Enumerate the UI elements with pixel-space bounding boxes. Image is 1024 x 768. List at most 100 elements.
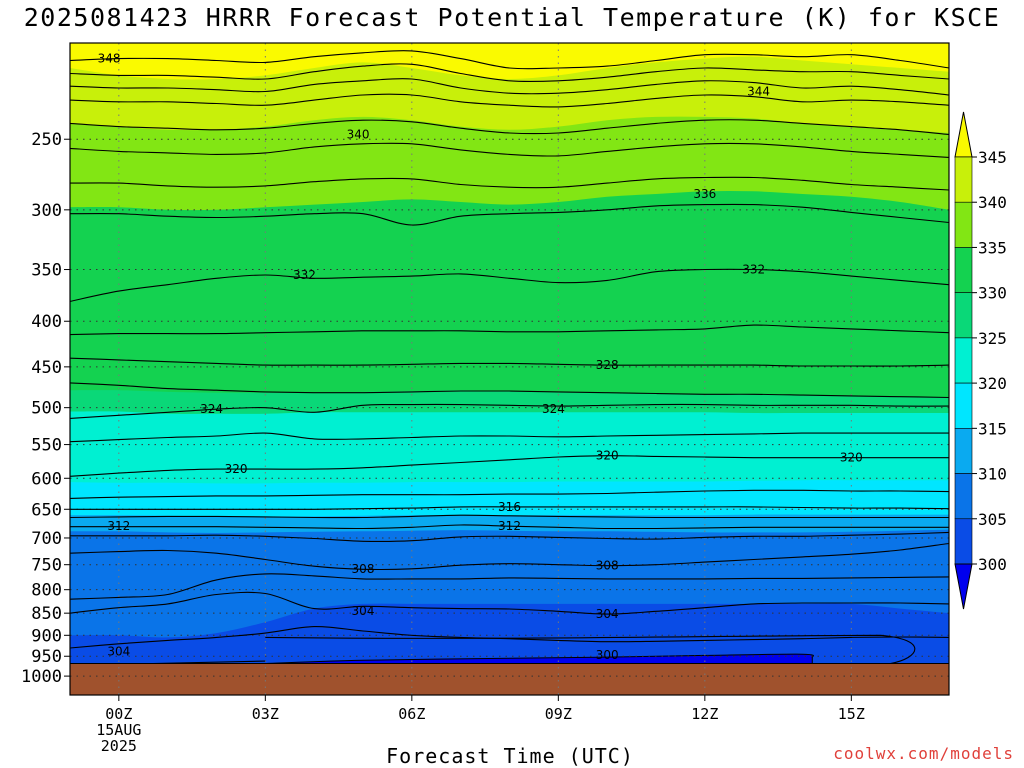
contour-line-316: [70, 506, 949, 510]
contour-line-330: [70, 324, 949, 336]
colorbar-label-325: 325: [978, 329, 1007, 348]
contour-line-334: [70, 203, 949, 226]
contour-line-346: [70, 63, 949, 83]
x-tick-label-03Z: 03Z: [252, 705, 279, 723]
contour-lines: [70, 50, 949, 665]
contour-line-342: [70, 93, 949, 108]
y-tick-label-650: 650: [31, 500, 62, 520]
contour-label-304: 304: [596, 607, 619, 621]
y-tick-label-350: 350: [31, 261, 62, 281]
colorbar-label-340: 340: [978, 193, 1007, 212]
contour-label-320: 320: [225, 462, 248, 476]
contour-label-312: 312: [498, 519, 521, 533]
colorbar-label-335: 335: [978, 238, 1007, 257]
contour-line-324: [70, 403, 949, 419]
ground-fill: [70, 663, 949, 695]
colorbar-segment-320: [954, 337, 973, 384]
y-tick-label-900: 900: [31, 626, 62, 646]
y-tick-label-950: 950: [31, 647, 62, 667]
colorbar-arrow-bottom: [954, 563, 973, 610]
contour-label-344: 344: [747, 84, 770, 98]
contour-label-316: 316: [498, 500, 521, 514]
contour-label-348: 348: [98, 52, 121, 66]
contour-label-336: 336: [693, 187, 716, 201]
contour-line-312: [70, 524, 949, 530]
contour-line-326: [70, 382, 949, 399]
contour-label-320: 320: [596, 449, 619, 463]
y-tick-label-700: 700: [31, 529, 62, 549]
contour-line-328: [70, 357, 949, 367]
contour-line-336: [70, 176, 949, 191]
x-tick-label-2025: 2025: [101, 737, 137, 755]
y-tick-label-300: 300: [31, 201, 62, 221]
colorbar-label-310: 310: [978, 465, 1007, 484]
y-tick-label-1000: 1000: [21, 667, 62, 687]
contour-label-304: 304: [352, 604, 375, 618]
colorbar-segment-335: [954, 201, 973, 248]
plot-frame: [69, 42, 950, 696]
contour-line-338: [70, 142, 949, 158]
chart-title: 2025081423 HRRR Forecast Potential Tempe…: [23, 3, 1001, 32]
contour-line-302: [70, 626, 949, 649]
contour-line-314: [70, 514, 949, 519]
y-axis-ticks: 2503003504004505005506006507007508008509…: [21, 130, 70, 687]
contour-line-344: [70, 78, 949, 96]
contour-label-324: 324: [542, 402, 565, 416]
y-tick-label-400: 400: [31, 312, 62, 332]
y-tick-label-750: 750: [31, 556, 62, 576]
x-tick-label-15Z: 15Z: [838, 705, 865, 723]
contour-line-302-surface: [153, 660, 266, 665]
colorbar-segment-330: [954, 247, 973, 293]
fill-region-below-300: [265, 653, 814, 665]
contour-label-312: 312: [107, 519, 130, 533]
y-tick-label-500: 500: [31, 399, 62, 419]
contour-line-308: [70, 542, 949, 571]
credit-text: coolwx.com/models: [833, 744, 1014, 763]
y-tick-label-800: 800: [31, 581, 62, 601]
contour-label-332: 332: [293, 268, 316, 282]
contour-label-300: 300: [596, 648, 619, 662]
contour-labels: 348 344 340 336 332 332 328 324 324 320 320 320 316 3…: [98, 52, 863, 662]
colorbar-segment-315: [954, 382, 973, 429]
contour-line-300-closed: [265, 634, 916, 665]
contour-line-320: [70, 455, 949, 477]
colorbar: 345 340 335 330 325 320 315 310 305 300: [954, 111, 1007, 610]
contour-label-308: 308: [596, 559, 619, 573]
x-tick-label-06Z: 06Z: [398, 705, 425, 723]
colorbar-label-315: 315: [978, 419, 1007, 438]
contour-line-340: [70, 119, 949, 136]
contour-label-308: 308: [352, 562, 375, 576]
x-tick-label-00Z: 00Z: [105, 705, 132, 723]
contour-line-306: [70, 573, 949, 600]
contour-label-324: 324: [200, 402, 223, 416]
colorbar-label-320: 320: [978, 374, 1007, 393]
contour-label-332: 332: [742, 263, 765, 277]
y-tick-label-600: 600: [31, 469, 62, 489]
contour-line-332: [70, 268, 949, 302]
contour-fills: [70, 43, 949, 695]
colorbar-segment-340: [954, 156, 973, 203]
grid-lines: [70, 43, 949, 695]
colorbar-arrow-top: [954, 111, 973, 158]
contour-label-320: 320: [840, 451, 863, 465]
colorbar-label-305: 305: [978, 510, 1007, 529]
y-tick-label-250: 250: [31, 130, 62, 150]
colorbar-segment-310: [954, 428, 973, 474]
x-tick-label-15AUG: 15AUG: [96, 721, 141, 739]
colorbar-segment-305: [954, 473, 973, 520]
contour-label-304: 304: [107, 644, 130, 658]
colorbar-label-345: 345: [978, 148, 1007, 167]
contour-label-340: 340: [347, 128, 370, 142]
contour-line-322: [70, 432, 949, 443]
contour-line-304: [70, 591, 949, 615]
x-axis-label: Forecast Time (UTC): [386, 744, 634, 768]
contour-line-310: [70, 531, 949, 543]
x-tick-label-09Z: 09Z: [545, 705, 572, 723]
colorbar-label-300: 300: [978, 555, 1007, 574]
contour-line-318: [70, 489, 949, 499]
y-tick-label-550: 550: [31, 436, 62, 456]
contour-label-328: 328: [596, 358, 619, 372]
x-tick-label-12Z: 12Z: [691, 705, 718, 723]
